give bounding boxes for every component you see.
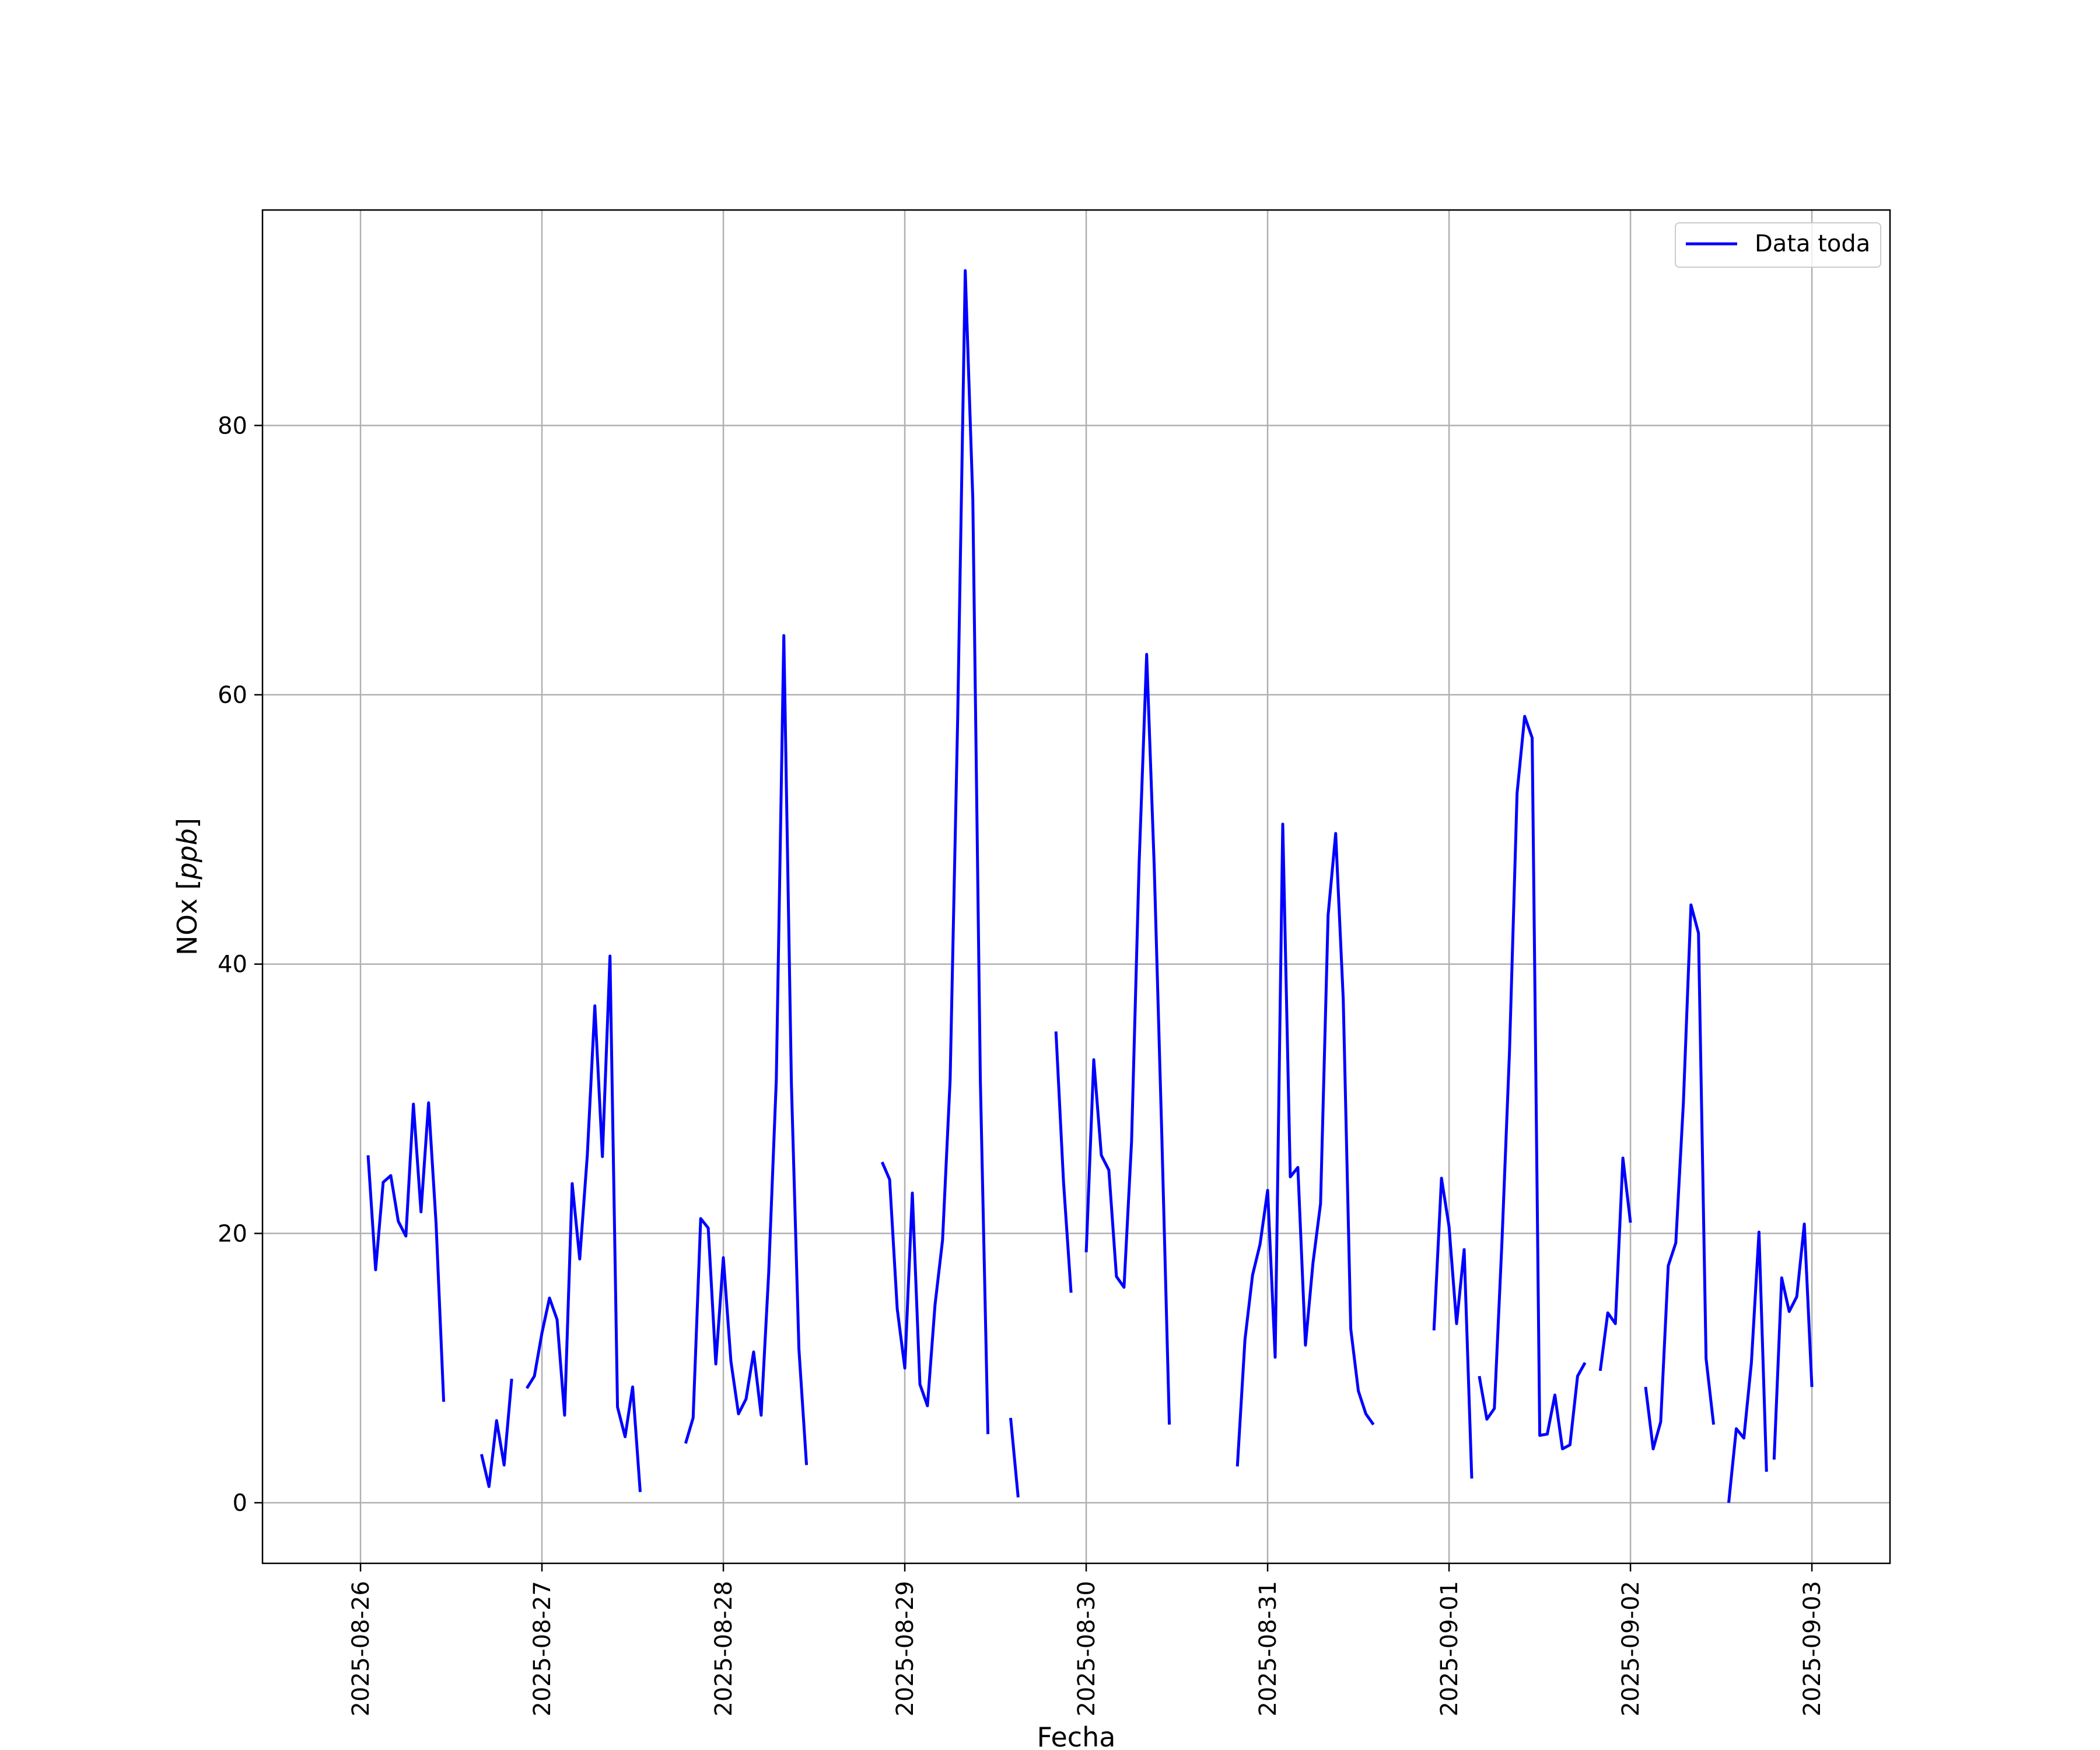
y-tick-label: 40 — [218, 951, 247, 978]
series-line-segment — [1084, 653, 1171, 1425]
legend: Data toda — [1675, 222, 1881, 268]
legend-label: Data toda — [1755, 230, 1870, 257]
plot-frame — [261, 209, 1891, 1564]
series-line-segment — [1478, 715, 1587, 1451]
x-axis-title: Fecha — [1037, 1721, 1116, 1750]
x-tick-label: 2025-08-31 — [1255, 1581, 1282, 1716]
series-line-segment — [366, 1101, 446, 1402]
series-line-segment — [480, 1378, 513, 1488]
x-tick-label: 2025-08-30 — [1073, 1581, 1100, 1716]
y-axis-title-text: NOx [ — [172, 880, 203, 956]
x-tick-label: 2025-08-26 — [348, 1581, 374, 1716]
x-tick-label: 2025-08-27 — [529, 1581, 556, 1716]
series-line-segment — [1009, 1418, 1020, 1498]
series-line-segment — [1598, 1156, 1632, 1371]
series-data-toda — [366, 269, 1814, 1503]
y-axis-title-close: ] — [172, 818, 203, 828]
series-line-segment — [525, 954, 642, 1492]
series-line-segment — [1644, 903, 1716, 1451]
y-axis-title-unit: ppb — [172, 828, 203, 880]
series-line-segment — [1727, 1230, 1768, 1503]
y-axis: 0 20 40 60 80 — [218, 412, 262, 1517]
legend-box — [1675, 222, 1881, 268]
y-tick-label: 80 — [218, 412, 247, 439]
series-line-segment — [1772, 1222, 1814, 1460]
series-line-segment — [1054, 1031, 1073, 1293]
series-line-segment — [684, 634, 808, 1465]
y-tick-label: 20 — [218, 1220, 247, 1247]
series-line-segment — [1236, 822, 1375, 1466]
x-tick-label: 2025-09-02 — [1618, 1581, 1644, 1716]
x-tick-label: 2025-09-01 — [1436, 1581, 1463, 1716]
x-tick-label: 2025-08-29 — [892, 1581, 919, 1716]
y-tick-label: 0 — [233, 1490, 247, 1517]
x-tick-label: 2025-09-03 — [1799, 1581, 1826, 1716]
y-axis-title: NOx [ppb] — [172, 818, 203, 956]
x-axis: 2025-08-26 2025-08-27 2025-08-28 2025-08-29… — [348, 1563, 1826, 1716]
x-tick-label: 2025-08-28 — [710, 1581, 737, 1716]
y-tick-label: 60 — [218, 682, 247, 709]
series-line-segment — [1432, 1177, 1474, 1479]
series-line-segment — [880, 269, 990, 1434]
